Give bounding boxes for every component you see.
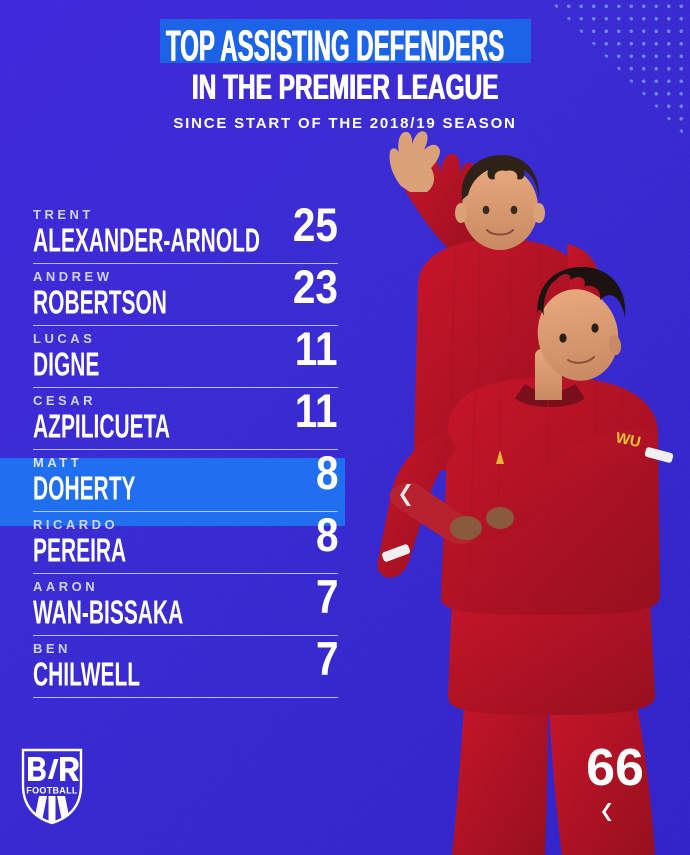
svg-text:FOOTBALL: FOOTBALL bbox=[26, 786, 78, 796]
svg-text:66: 66 bbox=[586, 739, 644, 797]
